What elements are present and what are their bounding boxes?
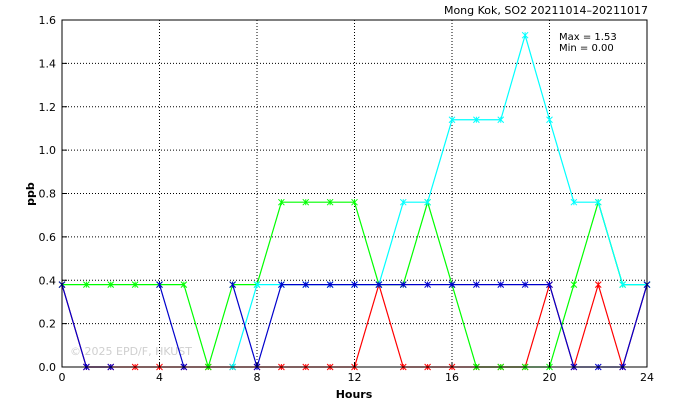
data-point — [594, 198, 602, 206]
x-tick-label: 20 — [543, 371, 557, 384]
x-tick-label: 0 — [59, 371, 66, 384]
y-axis-ticks: 0.0 0.2 0.4 0.6 0.8 1.0 1.2 1.4 1.6 — [39, 14, 67, 374]
data-point — [326, 198, 334, 206]
data-point — [570, 198, 578, 206]
data-point — [131, 281, 139, 288]
data-point — [399, 281, 407, 288]
data-point — [521, 281, 529, 288]
y-tick-label: 1.6 — [39, 14, 57, 27]
y-tick-label: 0.6 — [39, 231, 57, 244]
watermark: © 2025 EPD/F, HKUST — [70, 345, 192, 358]
x-tick-label: 8 — [254, 371, 261, 384]
data-point — [351, 198, 358, 206]
y-tick-label: 1.4 — [39, 57, 57, 70]
data-point — [521, 31, 529, 39]
max-label: Max = 1.53 — [559, 32, 617, 43]
data-point — [229, 281, 236, 288]
x-axis-ticks: 0 4 8 12 16 20 24 — [59, 362, 654, 384]
data-point — [546, 116, 553, 124]
data-point — [497, 281, 505, 288]
data-point — [83, 281, 90, 288]
y-tick-label: 0.2 — [39, 318, 57, 331]
series-line — [232, 33, 647, 368]
y-tick-label: 0.0 — [39, 361, 57, 374]
data-point — [278, 198, 285, 206]
x-tick-label: 4 — [156, 371, 163, 384]
data-point — [302, 281, 310, 288]
data-point — [180, 281, 188, 288]
series-4 — [58, 281, 651, 371]
plot-series — [58, 31, 651, 371]
grid — [62, 20, 647, 367]
data-point — [375, 281, 383, 288]
data-point — [546, 281, 553, 288]
data-point — [107, 281, 115, 288]
data-point — [473, 281, 480, 288]
data-point — [497, 116, 505, 124]
data-point — [619, 281, 626, 288]
data-point — [326, 281, 334, 288]
data-point — [448, 116, 456, 124]
y-tick-label: 0.4 — [39, 274, 57, 287]
x-tick-label: 16 — [445, 371, 459, 384]
series-line — [232, 283, 648, 370]
data-point — [594, 281, 602, 288]
series-3 — [229, 31, 651, 371]
data-point — [399, 198, 407, 206]
x-tick-label: 24 — [640, 371, 654, 384]
series-line — [158, 284, 185, 368]
data-point — [253, 281, 261, 288]
data-point — [570, 281, 578, 288]
data-point — [302, 198, 310, 206]
data-point — [473, 116, 480, 124]
x-axis-label: Hours — [336, 388, 373, 401]
chart-title: Mong Kok, SO2 20211014–20211017 — [444, 4, 648, 17]
data-point — [351, 281, 358, 288]
min-label: Min = 0.00 — [559, 43, 614, 54]
data-point — [278, 281, 285, 288]
data-point — [424, 198, 431, 206]
x-tick-label: 12 — [348, 371, 362, 384]
data-point — [448, 281, 456, 288]
data-point — [424, 281, 431, 288]
data-point — [156, 281, 163, 288]
y-axis-label: ppb — [24, 182, 37, 206]
y-tick-label: 1.0 — [39, 144, 57, 157]
y-tick-label: 1.2 — [39, 101, 57, 114]
y-tick-label: 0.8 — [39, 188, 57, 201]
